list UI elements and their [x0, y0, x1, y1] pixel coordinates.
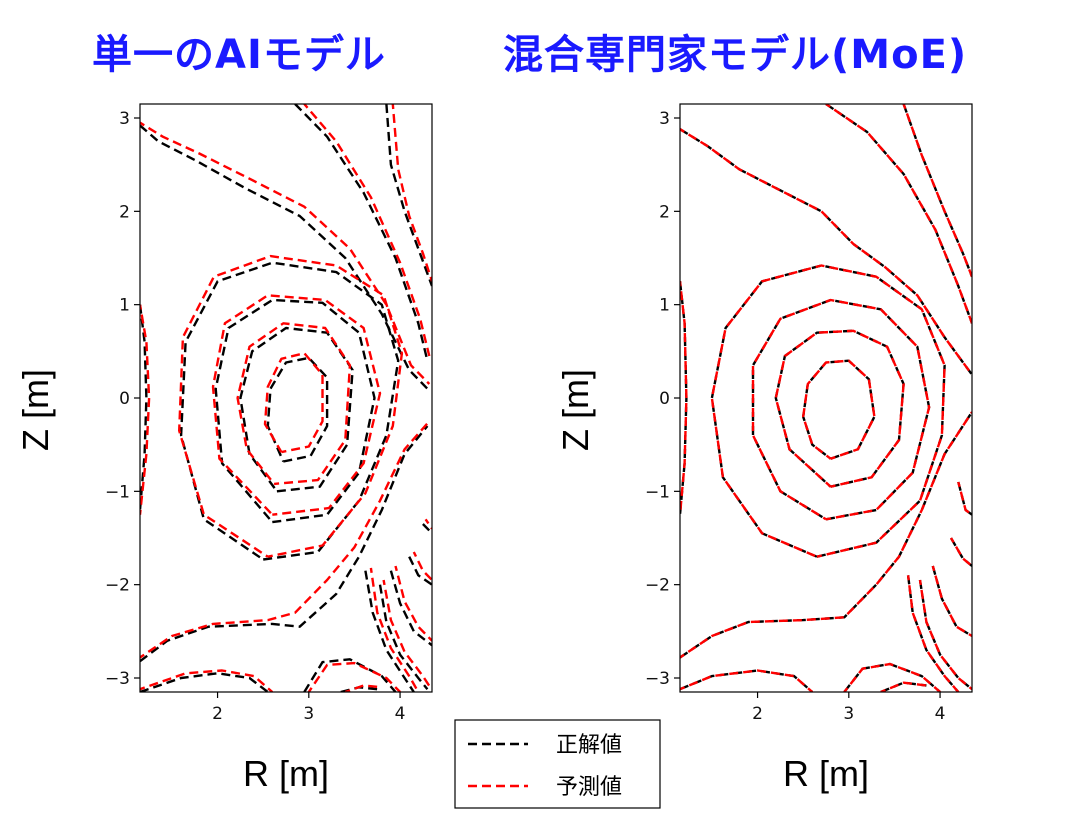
contour-line: [931, 565, 972, 638]
contour-line: [680, 128, 972, 376]
contour-line: [949, 537, 972, 567]
y-axis-label: Z [m]: [15, 369, 56, 451]
legend-box: [454, 719, 661, 809]
contour-line: [178, 254, 404, 558]
contour-line: [412, 551, 432, 581]
contour-line: [918, 579, 972, 691]
x-tick-label: 2: [212, 704, 223, 724]
contour-line: [263, 352, 324, 454]
series-predicted: [680, 104, 972, 692]
y-axis-label: Z [m]: [555, 369, 596, 451]
x-tick-label: 3: [303, 704, 314, 724]
contour-line: [239, 326, 354, 493]
y-tick-label: −2: [105, 576, 130, 596]
contour-line: [949, 537, 972, 567]
contour-line: [825, 104, 972, 324]
contour-line: [680, 669, 814, 692]
series-ground-truth: [140, 104, 432, 692]
chart-moe: 2 3 4 3 2 1 0 −1 −2 −3 R [m] Z [m]: [555, 103, 973, 794]
y-tick-label: 3: [659, 109, 670, 129]
contour-line: [214, 298, 376, 524]
x-axis-label: R [m]: [783, 753, 869, 794]
contour-line: [680, 669, 814, 692]
contour-line: [378, 584, 429, 690]
contour-line: [140, 124, 429, 390]
contour-line: [880, 681, 927, 692]
contour-line: [710, 264, 946, 558]
x-tick-label: 3: [843, 704, 854, 724]
y-tick-label: −1: [105, 482, 130, 502]
plot-area: [140, 104, 432, 692]
y-tick-label: 2: [119, 202, 130, 222]
contour-line: [902, 104, 972, 278]
contour-line: [422, 523, 432, 535]
contour-line: [307, 661, 401, 692]
contour-line: [140, 425, 429, 663]
contour-line: [957, 481, 972, 516]
panel-title-single-ai: 単一のAIモデル: [92, 32, 386, 78]
contour-line: [179, 261, 400, 561]
x-tick-label: 4: [395, 704, 406, 724]
y-tick-label: 0: [119, 389, 130, 409]
plot-area: [680, 104, 972, 692]
contour-line: [408, 556, 432, 586]
contour-line: [843, 662, 941, 692]
legend-label: 正解値: [556, 733, 622, 758]
contour-line: [802, 359, 876, 460]
contour-line: [382, 579, 432, 688]
contour-line: [774, 329, 905, 488]
contour-line: [294, 104, 429, 361]
contour-line: [140, 304, 148, 511]
chart-single-ai: 2 3 4 3 2 1 0 −1 −2 −3 R [m] Z [m]: [15, 103, 433, 794]
contour-line: [140, 304, 151, 515]
contour-line: [266, 356, 329, 463]
y-tick-label: 3: [119, 109, 130, 129]
y-tick-label: −1: [645, 482, 670, 502]
y-tick-label: 1: [119, 296, 130, 316]
x-tick-label: 4: [935, 704, 946, 724]
contour-line: [389, 570, 432, 647]
contour-line: [140, 669, 274, 692]
contour-line: [140, 420, 431, 659]
contour-line: [825, 104, 972, 324]
y-tick-label: 1: [659, 296, 670, 316]
x-tick-label: 2: [752, 704, 763, 724]
contour-line: [931, 565, 972, 638]
contour-line: [424, 518, 432, 530]
contour-line: [391, 104, 432, 282]
contour-line: [751, 298, 931, 521]
contour-line: [710, 264, 946, 558]
y-tick-label: −3: [645, 669, 670, 689]
y-tick-label: 0: [659, 389, 670, 409]
contour-line: [236, 322, 352, 486]
contour-line: [680, 411, 972, 659]
x-axis-label: R [m]: [243, 753, 329, 794]
y-tick-label: −2: [645, 576, 670, 596]
contour-line: [680, 281, 688, 515]
contour-line: [140, 121, 431, 385]
y-tick-label: 2: [659, 202, 670, 222]
contour-line: [394, 565, 432, 642]
legend-label: 予測値: [556, 775, 622, 800]
contour-line: [364, 570, 415, 692]
contour-line: [774, 329, 905, 488]
panel-title-moe: 混合専門家モデル(MoE): [503, 32, 968, 78]
contour-line: [211, 294, 382, 516]
contour-line: [369, 567, 420, 692]
series-predicted: [140, 104, 432, 692]
contour-line: [680, 411, 972, 659]
y-tick-label: −3: [105, 669, 130, 689]
contour-line: [303, 658, 397, 692]
contour-line: [385, 104, 432, 287]
contour-line: [140, 672, 269, 692]
contour-line: [918, 579, 972, 691]
contour-line: [906, 575, 960, 692]
contour-line: [344, 684, 382, 692]
contour-line: [880, 681, 927, 692]
contour-line: [303, 104, 431, 357]
